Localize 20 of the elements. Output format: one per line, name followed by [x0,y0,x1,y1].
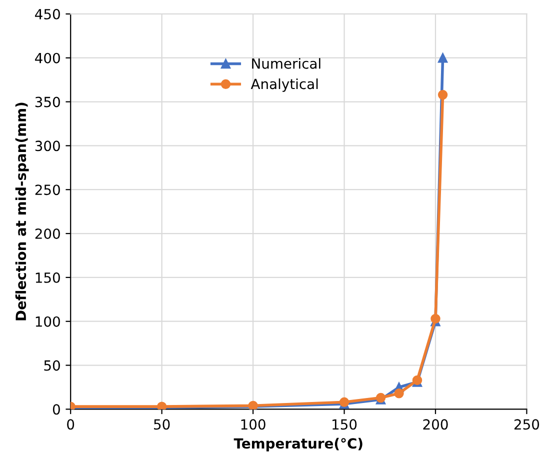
y-tick-label: 150 [36,272,60,283]
y-tick-label: 250 [35,184,60,196]
x-tick-label: 100 [241,419,266,430]
y-tick-label: 200 [35,228,60,240]
y-tick-label: 50 [44,360,60,371]
y-tick-label: 0 [52,404,60,415]
y-tick-label: 300 [35,140,60,152]
x-tick-label: 150 [332,419,357,430]
x-tick-label: 200 [423,419,448,430]
x-tick-label: 50 [154,419,170,430]
legend-label: Analytical [250,78,318,92]
x-tick-label: 250 [514,419,540,430]
legend-label: Numerical [252,58,320,69]
y-tick-label: 100 [36,316,60,327]
y-tick-label: 400 [35,52,60,64]
y-axis-title: Deflection at mid-span(mm) [15,102,29,320]
y-tick-label: 450 [35,8,60,20]
x-tick-label: 0 [67,419,74,430]
x-axis-title: Temperature(°C) [234,438,362,452]
y-tick-label: 350 [35,96,60,108]
